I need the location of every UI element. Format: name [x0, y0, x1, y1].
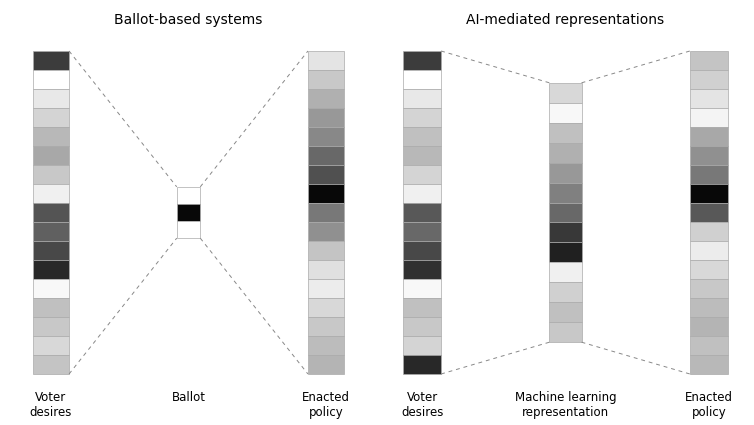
- Bar: [403, 203, 441, 222]
- Bar: [550, 282, 581, 302]
- Bar: [690, 317, 728, 336]
- Bar: [550, 302, 581, 322]
- Bar: [33, 260, 69, 279]
- Bar: [690, 108, 728, 127]
- Bar: [33, 298, 69, 317]
- Bar: [403, 89, 441, 108]
- Bar: [690, 70, 728, 89]
- Bar: [690, 279, 728, 298]
- Bar: [308, 108, 344, 127]
- Bar: [33, 241, 69, 260]
- Bar: [33, 317, 69, 336]
- Bar: [550, 262, 581, 282]
- Bar: [550, 183, 581, 203]
- Bar: [33, 89, 69, 108]
- Bar: [308, 203, 344, 222]
- Bar: [33, 203, 69, 222]
- Bar: [33, 127, 69, 146]
- Bar: [308, 317, 344, 336]
- Bar: [176, 204, 201, 221]
- Bar: [33, 222, 69, 241]
- Bar: [690, 165, 728, 184]
- Bar: [176, 221, 201, 238]
- Bar: [33, 70, 69, 89]
- Text: Ballot: Ballot: [171, 391, 206, 404]
- Bar: [176, 187, 201, 204]
- Bar: [690, 241, 728, 260]
- Text: Ballot-based systems: Ballot-based systems: [115, 13, 262, 27]
- Bar: [308, 127, 344, 146]
- Bar: [308, 336, 344, 355]
- Bar: [403, 241, 441, 260]
- Bar: [403, 51, 441, 70]
- Bar: [33, 279, 69, 298]
- Bar: [690, 222, 728, 241]
- Bar: [308, 241, 344, 260]
- Bar: [550, 103, 581, 123]
- Bar: [308, 146, 344, 165]
- Bar: [308, 222, 344, 241]
- Bar: [690, 203, 728, 222]
- Bar: [403, 108, 441, 127]
- Bar: [550, 222, 581, 242]
- Bar: [690, 89, 728, 108]
- Bar: [33, 355, 69, 374]
- Bar: [308, 165, 344, 184]
- Bar: [690, 127, 728, 146]
- Bar: [550, 242, 581, 262]
- Bar: [308, 279, 344, 298]
- Bar: [690, 355, 728, 374]
- Bar: [403, 355, 441, 374]
- Bar: [690, 146, 728, 165]
- Bar: [550, 163, 581, 183]
- Bar: [403, 279, 441, 298]
- Bar: [550, 143, 581, 163]
- Bar: [403, 298, 441, 317]
- Text: Enacted
policy: Enacted policy: [302, 391, 350, 419]
- Bar: [403, 222, 441, 241]
- Bar: [690, 298, 728, 317]
- Bar: [550, 123, 581, 143]
- Bar: [403, 70, 441, 89]
- Bar: [403, 165, 441, 184]
- Bar: [33, 165, 69, 184]
- Bar: [403, 260, 441, 279]
- Bar: [690, 336, 728, 355]
- Bar: [403, 336, 441, 355]
- Bar: [690, 51, 728, 70]
- Bar: [33, 146, 69, 165]
- Bar: [308, 355, 344, 374]
- Bar: [33, 108, 69, 127]
- Bar: [690, 184, 728, 203]
- Bar: [308, 89, 344, 108]
- Text: Voter
desires: Voter desires: [29, 391, 72, 419]
- Bar: [403, 127, 441, 146]
- Bar: [33, 336, 69, 355]
- Bar: [550, 322, 581, 342]
- Bar: [403, 317, 441, 336]
- Text: Voter
desires: Voter desires: [401, 391, 443, 419]
- Bar: [403, 146, 441, 165]
- Text: Enacted
policy: Enacted policy: [685, 391, 733, 419]
- Bar: [550, 203, 581, 222]
- Bar: [690, 260, 728, 279]
- Text: Machine learning
representation: Machine learning representation: [515, 391, 616, 419]
- Bar: [308, 184, 344, 203]
- Bar: [308, 70, 344, 89]
- Bar: [550, 83, 581, 103]
- Bar: [308, 260, 344, 279]
- Bar: [33, 184, 69, 203]
- Text: AI-mediated representations: AI-mediated representations: [467, 13, 664, 27]
- Bar: [403, 184, 441, 203]
- Bar: [308, 51, 344, 70]
- Bar: [308, 298, 344, 317]
- Bar: [33, 51, 69, 70]
